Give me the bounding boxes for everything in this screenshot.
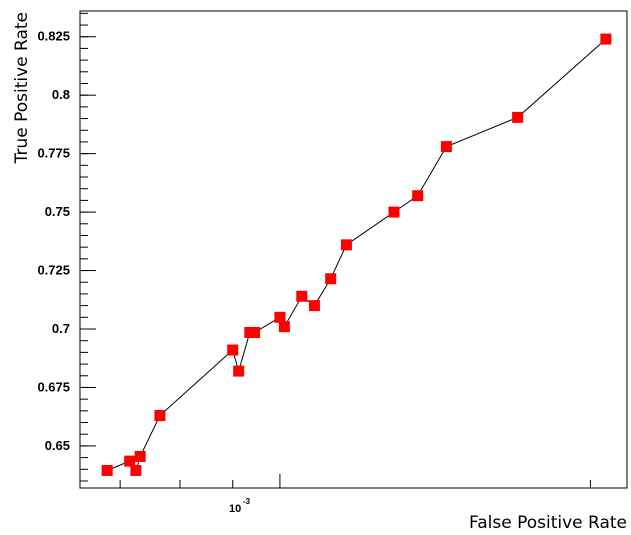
x-axis-ticks: [120, 474, 590, 488]
series-markers: [102, 34, 612, 476]
y-tick-label: 0.8: [52, 87, 70, 102]
data-point-marker: [441, 141, 452, 152]
data-point-marker: [279, 321, 290, 332]
data-point-marker: [154, 410, 165, 421]
data-point-marker: [600, 34, 611, 45]
data-point-marker: [412, 190, 423, 201]
data-point-marker: [309, 300, 320, 311]
data-point-marker: [325, 273, 336, 284]
y-tick-label: 0.825: [37, 29, 70, 44]
data-point-marker: [130, 465, 141, 476]
x-axis-title: False Positive Rate: [469, 513, 627, 533]
data-point-marker: [296, 291, 307, 302]
data-point-marker: [102, 465, 113, 476]
y-tick-label: 0.65: [45, 438, 70, 453]
series-line: [107, 39, 606, 470]
y-axis-title: True Positive Rate: [12, 12, 32, 164]
data-point-marker: [249, 327, 260, 338]
data-point-marker: [124, 456, 135, 467]
y-axis-ticks: 0.65 0.675 0.7 0.725 0.75 0.775 0.8 0.825: [37, 13, 96, 481]
y-tick-label: 0.7: [52, 321, 70, 336]
x-tick-label-base: 10: [229, 503, 241, 515]
data-point-marker: [227, 345, 238, 356]
data-point-marker: [341, 239, 352, 250]
y-tick-label: 0.75: [45, 204, 70, 219]
x-tick-label-exponent: -3: [243, 497, 251, 506]
data-point-marker: [512, 112, 523, 123]
data-point-marker: [233, 366, 244, 377]
y-tick-label: 0.675: [37, 379, 70, 394]
y-tick-label: 0.775: [37, 146, 70, 161]
data-point-marker: [274, 312, 285, 323]
y-tick-label: 0.725: [37, 263, 70, 278]
data-point-marker: [135, 451, 146, 462]
data-point-marker: [389, 207, 400, 218]
